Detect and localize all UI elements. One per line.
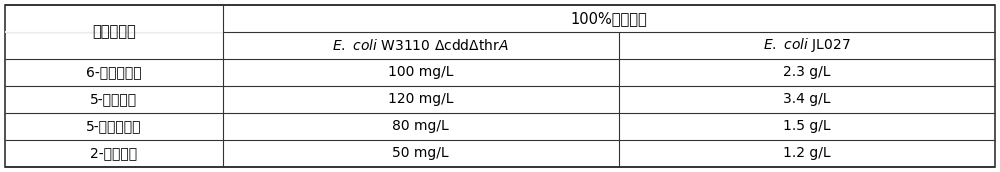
Text: 2-硫胞嘧啶: 2-硫胞嘧啶 [90,146,137,160]
Text: 80 mg/L: 80 mg/L [392,119,449,133]
Text: 2.3 g/L: 2.3 g/L [783,65,831,79]
Text: 5-氟乳清酸: 5-氟乳清酸 [90,92,137,106]
Text: 120 mg/L: 120 mg/L [388,92,454,106]
Text: 100 mg/L: 100 mg/L [388,65,454,79]
Text: 结构类似物: 结构类似物 [92,24,136,39]
Text: 100%致死浓度: 100%致死浓度 [571,11,647,26]
Text: $\it{E.\ coli}$ W3110 ΔcddΔthr$\it{A}$: $\it{E.\ coli}$ W3110 ΔcddΔthr$\it{A}$ [332,38,509,53]
Text: 50 mg/L: 50 mg/L [392,146,449,160]
Text: 6-杂氮尿嘧啶: 6-杂氮尿嘧啶 [86,65,142,79]
Text: 1.5 g/L: 1.5 g/L [783,119,831,133]
Text: 5-杂氮胞嘧啶: 5-杂氮胞嘧啶 [86,119,142,133]
Text: 3.4 g/L: 3.4 g/L [783,92,831,106]
Text: $\it{E.\ coli}$ JL027: $\it{E.\ coli}$ JL027 [763,36,851,54]
Text: 1.2 g/L: 1.2 g/L [783,146,831,160]
